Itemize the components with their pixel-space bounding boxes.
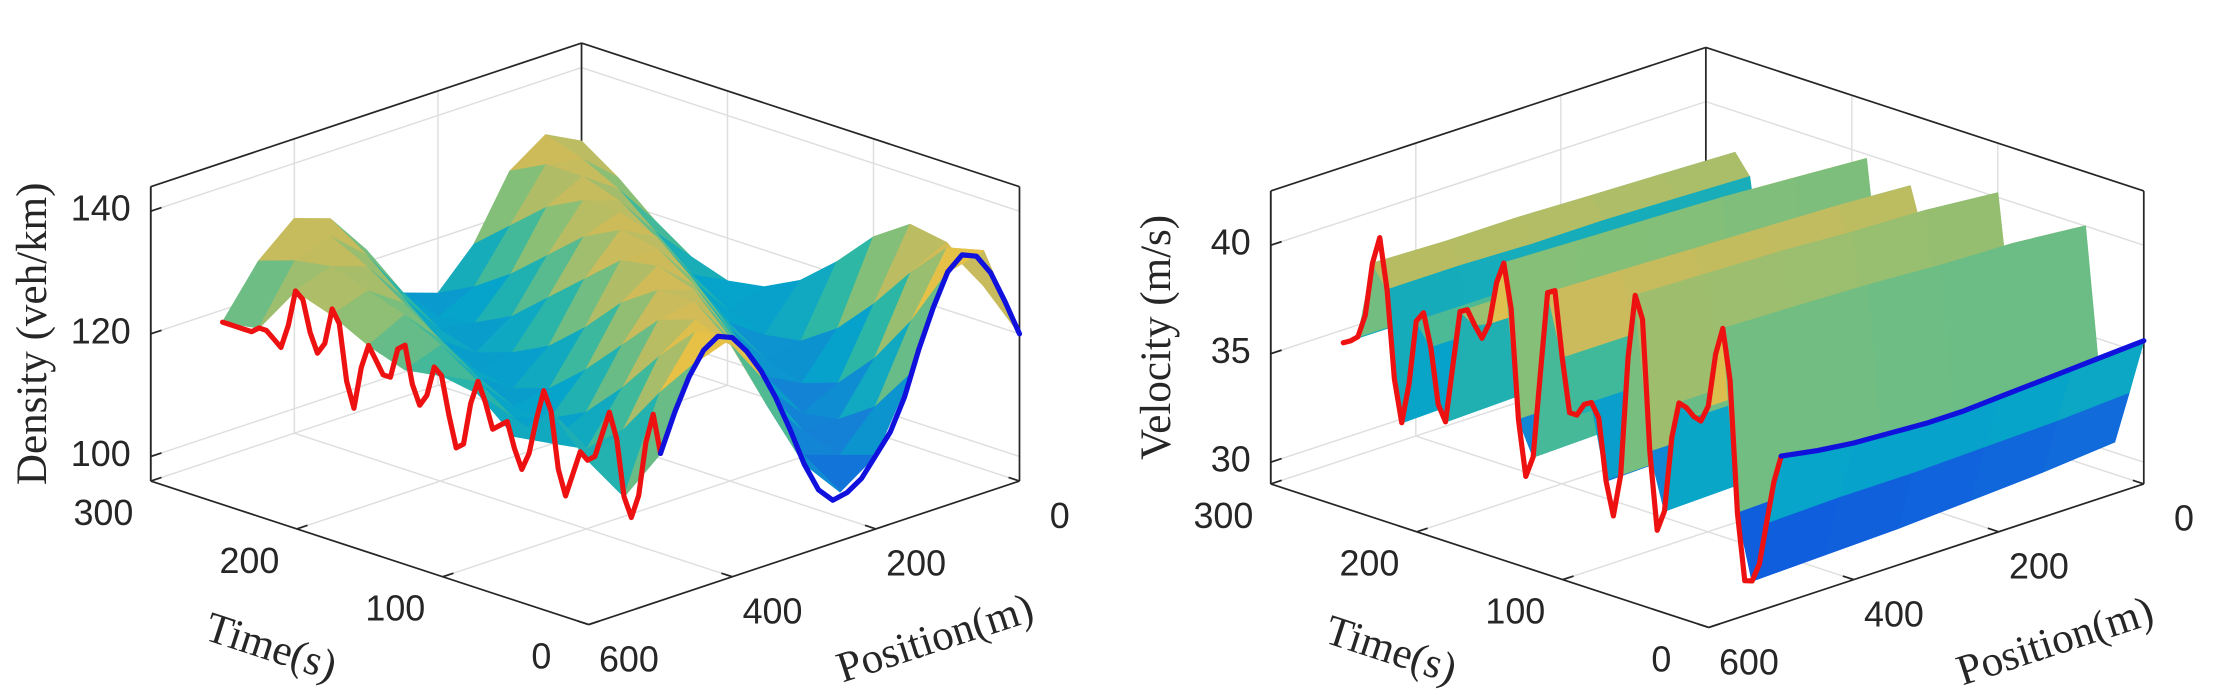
x-tick xyxy=(864,524,877,530)
y-tick xyxy=(1270,479,1282,485)
axis-box xyxy=(1270,46,1707,192)
boundary-line xyxy=(657,252,1023,503)
grid-line xyxy=(581,66,1020,212)
y-tick xyxy=(442,572,454,578)
z-tick-label: 120 xyxy=(71,311,131,351)
y-tick-label: 300 xyxy=(73,493,133,533)
axis-box xyxy=(150,42,582,188)
z-tick-label: 100 xyxy=(71,434,131,474)
y-tick xyxy=(1562,575,1574,581)
boundary-line xyxy=(1778,338,2147,459)
x-tick xyxy=(577,620,589,626)
grid-line xyxy=(581,189,1020,335)
z-tick xyxy=(1270,240,1282,247)
y-tick-label: 200 xyxy=(1339,544,1399,584)
y-axis xyxy=(150,480,589,626)
x-tick-label: 400 xyxy=(743,592,803,632)
x-tick xyxy=(1697,623,1709,629)
axis-box xyxy=(1705,46,2145,192)
grid-line xyxy=(1705,100,2145,246)
x-tick-label: 0 xyxy=(1050,496,1070,536)
z-axis-label: Density (veh/km) xyxy=(9,183,56,486)
grid-line xyxy=(1270,100,1707,246)
x-tick-label: 200 xyxy=(2009,547,2069,587)
x-axis-label: Position(m) xyxy=(831,585,1039,693)
x-tick-label: 600 xyxy=(1719,642,1779,682)
x-axis xyxy=(1708,483,2145,629)
z-tick-label: 35 xyxy=(1211,331,1251,371)
x-tick xyxy=(1842,575,1855,581)
z-tick-label: 140 xyxy=(71,189,131,229)
grid-line xyxy=(294,432,733,578)
x-tick xyxy=(1987,527,2000,533)
x-axis xyxy=(588,480,1020,626)
x-tick xyxy=(1008,476,1020,482)
x-tick xyxy=(2132,479,2145,485)
y-tick-label: 0 xyxy=(1651,639,1671,679)
y-tick xyxy=(1416,527,1428,533)
y-axis xyxy=(1270,483,1709,629)
x-tick-label: 400 xyxy=(1864,594,1924,634)
grid-line xyxy=(150,66,582,212)
x-tick-label: 200 xyxy=(886,544,946,584)
boundary-line xyxy=(219,288,664,521)
surface-chart: 0 200 400 600 0 100 200 300 100 120 140 Time(s) Posi… xyxy=(9,42,1070,693)
x-axis-label: Position(m) xyxy=(1951,588,2159,696)
z-tick xyxy=(1270,457,1282,464)
z-tick-label: 40 xyxy=(1211,223,1251,263)
z-tick xyxy=(150,452,162,458)
z-tick xyxy=(1270,349,1282,355)
x-tick-label: 600 xyxy=(599,639,659,679)
y-axis-label: Time(s) xyxy=(1320,607,1463,693)
z-tick-label: 30 xyxy=(1211,440,1251,480)
axis-box xyxy=(581,42,1020,188)
y-tick xyxy=(588,620,600,626)
y-tick-label: 100 xyxy=(365,589,425,629)
y-tick xyxy=(1708,623,1720,629)
boundary-line xyxy=(1340,235,1784,584)
z-axis-label: Velocity (m/s) xyxy=(1133,215,1180,460)
y-tick-label: 300 xyxy=(1193,496,1253,536)
y-tick xyxy=(150,476,162,482)
y-tick-label: 100 xyxy=(1485,592,1545,632)
z-tick xyxy=(150,206,162,213)
surface-chart: 0 200 400 600 0 100 200 300 30 35 40 Time(s) Positio… xyxy=(1133,46,2194,696)
y-axis-label: Time(s) xyxy=(200,604,343,690)
y-tick xyxy=(296,524,308,530)
z-tick xyxy=(150,329,162,335)
y-tick-label: 200 xyxy=(219,541,279,581)
x-tick xyxy=(721,572,733,578)
y-tick-label: 0 xyxy=(531,637,551,677)
x-tick-label: 0 xyxy=(2174,499,2194,539)
